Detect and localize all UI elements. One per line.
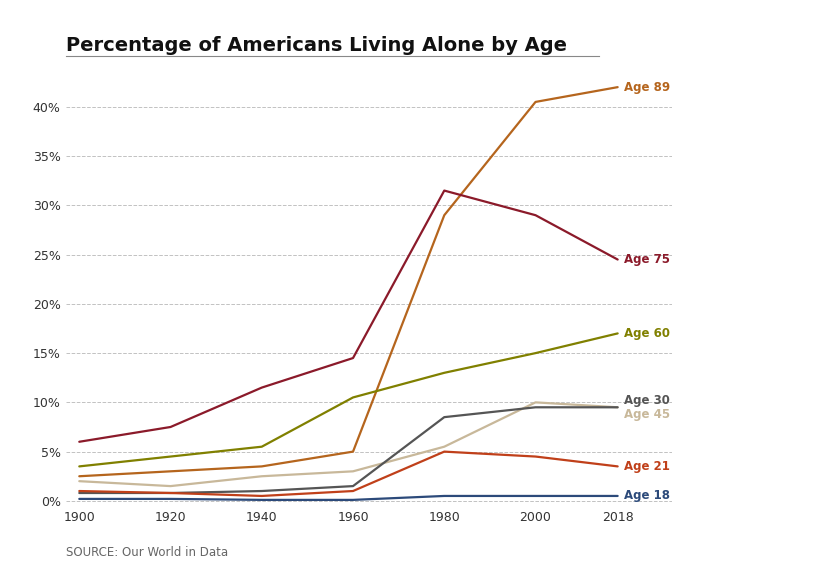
Text: Age 21: Age 21 bbox=[624, 460, 670, 473]
Text: Age 30: Age 30 bbox=[624, 394, 670, 407]
Text: Age 45: Age 45 bbox=[624, 407, 670, 421]
Text: SOURCE: Our World in Data: SOURCE: Our World in Data bbox=[66, 546, 228, 559]
Text: Age 75: Age 75 bbox=[624, 253, 670, 266]
Text: Age 89: Age 89 bbox=[624, 80, 670, 94]
Text: Age 18: Age 18 bbox=[624, 490, 670, 502]
Text: Percentage of Americans Living Alone by Age: Percentage of Americans Living Alone by … bbox=[66, 36, 566, 55]
Text: Age 60: Age 60 bbox=[624, 327, 670, 340]
